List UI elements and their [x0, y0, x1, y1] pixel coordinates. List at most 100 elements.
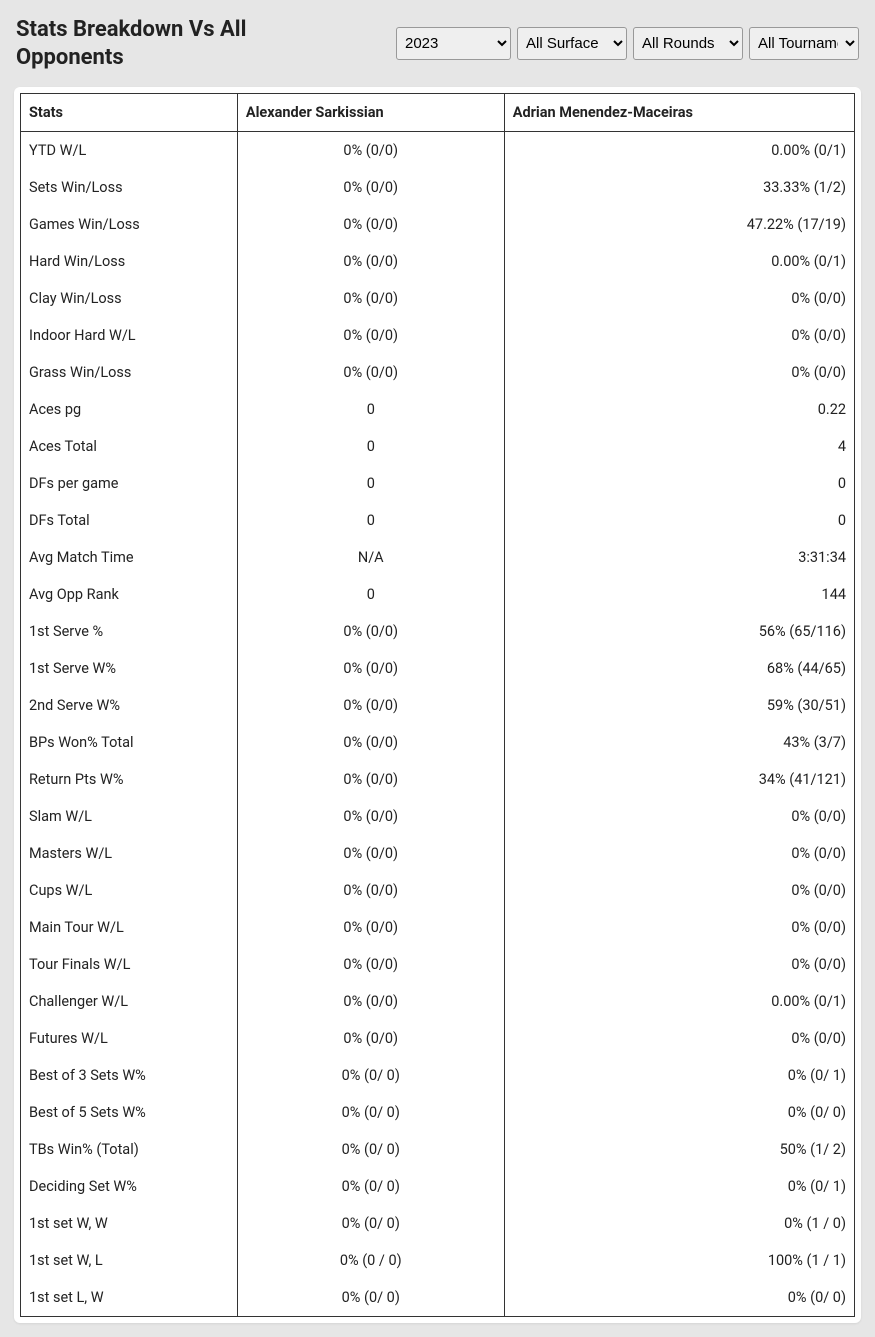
stat-label: Challenger W/L	[21, 983, 238, 1020]
table-row: Challenger W/L0% (0/0)0.00% (0/1)	[21, 983, 855, 1020]
stat-value-b: 33.33% (1/2)	[504, 169, 854, 206]
table-row: 1st Serve %0% (0/0)56% (65/116)	[21, 613, 855, 650]
stat-value-b: 68% (44/65)	[504, 650, 854, 687]
stat-value-b: 34% (41/121)	[504, 761, 854, 798]
stat-value-a: 0% (0/0)	[237, 317, 504, 354]
stat-value-b: 3:31:34	[504, 539, 854, 576]
table-row: BPs Won% Total0% (0/0)43% (3/7)	[21, 724, 855, 761]
table-row: 1st set L, W0% (0/ 0)0% (0/ 0)	[21, 1279, 855, 1317]
table-row: Avg Opp Rank0144	[21, 576, 855, 613]
page-title: Stats Breakdown Vs All Opponents	[16, 16, 316, 71]
stat-value-a: 0% (0/0)	[237, 798, 504, 835]
stat-label: Hard Win/Loss	[21, 243, 238, 280]
table-row: Clay Win/Loss0% (0/0)0% (0/0)	[21, 280, 855, 317]
table-row: TBs Win% (Total)0% (0/ 0)50% (1/ 2)	[21, 1131, 855, 1168]
stat-value-b: 0% (0/0)	[504, 909, 854, 946]
stat-value-b: 47.22% (17/19)	[504, 206, 854, 243]
stat-value-b: 0% (0/ 1)	[504, 1168, 854, 1205]
table-row: Aces pg00.22	[21, 391, 855, 428]
stat-value-b: 0	[504, 502, 854, 539]
stat-value-b: 56% (65/116)	[504, 613, 854, 650]
stat-label: Deciding Set W%	[21, 1168, 238, 1205]
stat-value-b: 0% (0/0)	[504, 946, 854, 983]
stat-value-b: 4	[504, 428, 854, 465]
stat-value-a: 0% (0/0)	[237, 724, 504, 761]
round-select[interactable]: All Rounds	[633, 27, 743, 60]
stat-label: Futures W/L	[21, 1020, 238, 1057]
stat-value-a: 0% (0/0)	[237, 280, 504, 317]
stat-value-b: 0.00% (0/1)	[504, 132, 854, 170]
stat-label: Slam W/L	[21, 798, 238, 835]
stat-value-b: 144	[504, 576, 854, 613]
stat-value-a: 0% (0/ 0)	[237, 1094, 504, 1131]
stat-label: Aces pg	[21, 391, 238, 428]
table-row: DFs per game00	[21, 465, 855, 502]
stat-value-b: 0.00% (0/1)	[504, 983, 854, 1020]
stat-value-b: 0.00% (0/1)	[504, 243, 854, 280]
stat-value-a: 0% (0/0)	[237, 132, 504, 170]
stat-label: Avg Match Time	[21, 539, 238, 576]
stat-value-b: 0% (0/0)	[504, 798, 854, 835]
stat-value-a: 0% (0/0)	[237, 835, 504, 872]
stats-card: Stats Alexander Sarkissian Adrian Menend…	[14, 87, 861, 1323]
table-row: DFs Total00	[21, 502, 855, 539]
stat-value-b: 100% (1 / 1)	[504, 1242, 854, 1279]
stat-value-a: 0	[237, 576, 504, 613]
col-stat-header: Stats	[21, 94, 238, 132]
table-row: Aces Total04	[21, 428, 855, 465]
stat-label: Cups W/L	[21, 872, 238, 909]
stat-value-a: 0% (0/0)	[237, 206, 504, 243]
surface-select[interactable]: All Surface	[517, 27, 627, 60]
stat-label: DFs per game	[21, 465, 238, 502]
stat-value-a: 0% (0/0)	[237, 169, 504, 206]
table-row: Hard Win/Loss0% (0/0)0.00% (0/1)	[21, 243, 855, 280]
stat-label: Aces Total	[21, 428, 238, 465]
tournament-select[interactable]: All Tournament	[749, 27, 859, 60]
stat-value-b: 0	[504, 465, 854, 502]
table-row: 1st set W, L0% (0 / 0)100% (1 / 1)	[21, 1242, 855, 1279]
stat-value-b: 0% (0/0)	[504, 280, 854, 317]
stat-label: Grass Win/Loss	[21, 354, 238, 391]
stat-value-b: 0% (0/0)	[504, 1020, 854, 1057]
stat-value-a: 0	[237, 391, 504, 428]
stat-value-b: 50% (1/ 2)	[504, 1131, 854, 1168]
stat-label: Main Tour W/L	[21, 909, 238, 946]
stat-value-b: 0% (1 / 0)	[504, 1205, 854, 1242]
table-row: Cups W/L0% (0/0)0% (0/0)	[21, 872, 855, 909]
stat-value-a: 0% (0 / 0)	[237, 1242, 504, 1279]
stat-label: 1st set W, W	[21, 1205, 238, 1242]
stat-label: 1st Serve W%	[21, 650, 238, 687]
stat-value-a: 0% (0/ 0)	[237, 1131, 504, 1168]
stat-value-a: 0% (0/ 0)	[237, 1279, 504, 1317]
table-row: Deciding Set W%0% (0/ 0)0% (0/ 1)	[21, 1168, 855, 1205]
year-select[interactable]: 2023	[396, 27, 511, 60]
table-row: Masters W/L0% (0/0)0% (0/0)	[21, 835, 855, 872]
stat-label: Return Pts W%	[21, 761, 238, 798]
stat-value-b: 0% (0/0)	[504, 317, 854, 354]
stat-value-a: N/A	[237, 539, 504, 576]
stat-value-a: 0% (0/0)	[237, 687, 504, 724]
stat-value-b: 0% (0/0)	[504, 354, 854, 391]
table-row: Games Win/Loss0% (0/0)47.22% (17/19)	[21, 206, 855, 243]
stat-label: Sets Win/Loss	[21, 169, 238, 206]
stat-label: TBs Win% (Total)	[21, 1131, 238, 1168]
stat-value-a: 0% (0/0)	[237, 872, 504, 909]
stat-value-b: 0% (0/0)	[504, 835, 854, 872]
stat-value-b: 0% (0/0)	[504, 872, 854, 909]
stat-value-a: 0% (0/0)	[237, 983, 504, 1020]
stat-label: 1st Serve %	[21, 613, 238, 650]
table-row: Indoor Hard W/L0% (0/0)0% (0/0)	[21, 317, 855, 354]
stat-label: DFs Total	[21, 502, 238, 539]
stat-value-a: 0% (0/0)	[237, 909, 504, 946]
table-row: Return Pts W%0% (0/0)34% (41/121)	[21, 761, 855, 798]
stat-label: Avg Opp Rank	[21, 576, 238, 613]
table-row: Grass Win/Loss0% (0/0)0% (0/0)	[21, 354, 855, 391]
col-player-a-header: Alexander Sarkissian	[237, 94, 504, 132]
stat-label: Games Win/Loss	[21, 206, 238, 243]
table-row: Main Tour W/L0% (0/0)0% (0/0)	[21, 909, 855, 946]
table-row: Tour Finals W/L0% (0/0)0% (0/0)	[21, 946, 855, 983]
table-header-row: Stats Alexander Sarkissian Adrian Menend…	[21, 94, 855, 132]
table-row: Best of 5 Sets W%0% (0/ 0)0% (0/ 0)	[21, 1094, 855, 1131]
stat-value-a: 0% (0/ 0)	[237, 1057, 504, 1094]
header: Stats Breakdown Vs All Opponents 2023 Al…	[0, 0, 875, 87]
